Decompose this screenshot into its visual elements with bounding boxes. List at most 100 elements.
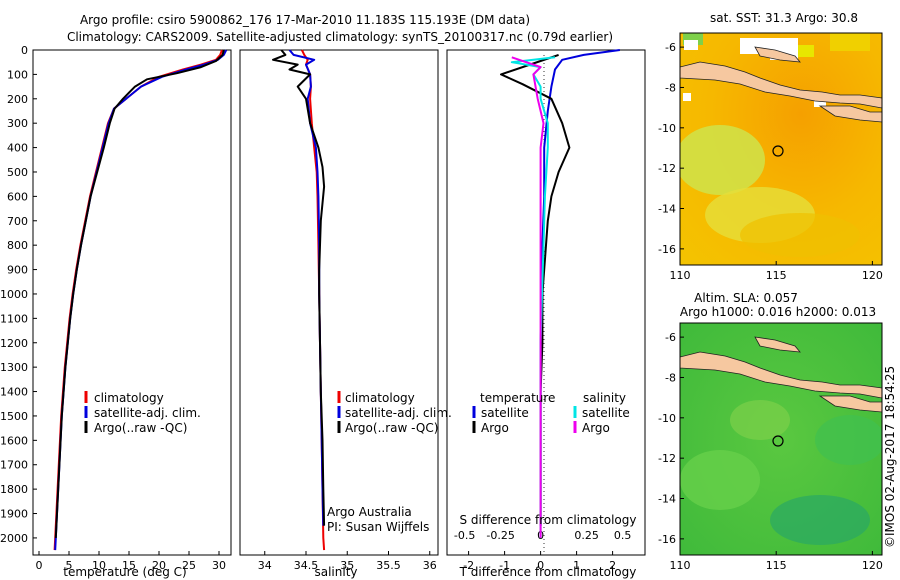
salinity-xlabel: salinity bbox=[314, 565, 357, 579]
sst-warm-patch bbox=[740, 213, 860, 257]
sla-argo-location-marker bbox=[772, 435, 784, 447]
depth-tick-label: 2000 bbox=[0, 532, 28, 545]
legend-temp-argo-label: Argo bbox=[481, 421, 509, 435]
temperature-panel-frame bbox=[32, 49, 232, 556]
sla-map-ticks: 110 115 120 -6 -8 -10 -12 -14 -16 bbox=[658, 331, 883, 572]
depth-tick-label: 1500 bbox=[0, 410, 28, 423]
x-tick-label: 2 bbox=[609, 559, 616, 572]
x-tick-label: 35.5 bbox=[376, 559, 401, 572]
sst-cloud-gap bbox=[830, 33, 870, 51]
s-diff-tick-label: -0.5 bbox=[454, 529, 475, 542]
sst-map-title: sat. SST: 31.3 Argo: 30.8 bbox=[710, 11, 858, 25]
salinity-legend: climatology satellite-adj. clim. Argo(..… bbox=[327, 391, 452, 534]
map-x-tick-label: 110 bbox=[670, 269, 691, 282]
series-line-argo-raw-qc- bbox=[54, 49, 225, 538]
sla-high-patch bbox=[680, 450, 760, 510]
series-line-temperature-satellite bbox=[539, 49, 620, 526]
sla-high-patch bbox=[730, 400, 790, 440]
x-tick-label: 20 bbox=[152, 559, 166, 572]
series-line-climatology bbox=[53, 49, 223, 551]
legend-temp-satellite-label: satellite bbox=[481, 406, 529, 420]
map-y-tick-label: -10 bbox=[658, 122, 676, 135]
series-line-satellite-adj-clim- bbox=[54, 49, 228, 551]
x-tick-label: 5 bbox=[66, 559, 73, 572]
x-tick-label: 35 bbox=[340, 559, 354, 572]
series-line-salinity-satellite bbox=[510, 56, 556, 538]
argo-australia-label: Argo Australia bbox=[327, 505, 412, 519]
map-x-tick-label: 120 bbox=[862, 269, 883, 282]
depth-tick-label: 1300 bbox=[0, 361, 28, 374]
temperature-xlabel: temperature (deg C) bbox=[63, 565, 186, 579]
sla-map-frame bbox=[679, 322, 883, 556]
depth-tick-label: 1200 bbox=[0, 337, 28, 350]
x-tick-label: 15 bbox=[122, 559, 136, 572]
x-tick-label: 36 bbox=[423, 559, 437, 572]
java-island bbox=[680, 61, 882, 109]
temperature-x-ticks: 0 5 10 15 20 25 30 bbox=[36, 551, 226, 572]
depth-tick-label: 300 bbox=[7, 117, 28, 130]
depth-tick-label: 0 bbox=[21, 44, 28, 57]
figure-title-line2: Climatology: CARS2009. Satellite-adjuste… bbox=[67, 30, 613, 44]
sst-map bbox=[680, 33, 882, 265]
temperature-series bbox=[53, 49, 228, 551]
depth-tick-label: 1900 bbox=[0, 508, 28, 521]
difference-legend: temperature satellite Argo salinity sate… bbox=[472, 391, 630, 435]
legend-satellite-label: satellite-adj. clim. bbox=[94, 406, 201, 420]
map-x-tick-label: 110 bbox=[670, 559, 691, 572]
depth-tick-label: 1800 bbox=[0, 483, 28, 496]
x-tick-label: 25 bbox=[182, 559, 196, 572]
salinity-panel-frame bbox=[239, 49, 439, 556]
depth-tick-label: 200 bbox=[7, 93, 28, 106]
depth-tick-label: 1600 bbox=[0, 434, 28, 447]
depth-tick-label: 100 bbox=[7, 68, 28, 81]
legend-sal-satellite-label: satellite bbox=[582, 406, 630, 420]
series-line-temperature-argo bbox=[500, 53, 571, 526]
sla-map-title-line2: Argo h1000: 0.016 h2000: 0.013 bbox=[680, 305, 876, 319]
map-y-tick-label: -14 bbox=[658, 203, 676, 216]
x-tick-label: 0 bbox=[36, 559, 43, 572]
sst-cloud-gap bbox=[798, 45, 814, 57]
temperature-legend: climatology satellite-adj. clim. Argo(..… bbox=[84, 391, 201, 435]
x-tick-label: 10 bbox=[92, 559, 106, 572]
legend-argo-label: Argo(..raw -QC) bbox=[94, 421, 187, 435]
salinity-x-ticks: 34 34.5 35 35.5 36 bbox=[258, 551, 437, 572]
difference-panel-frame bbox=[446, 49, 646, 556]
x-tick-label: -1 bbox=[499, 559, 510, 572]
sst-cloud-gap bbox=[684, 40, 698, 50]
depth-tick-label: 500 bbox=[7, 166, 28, 179]
salinity-series bbox=[272, 49, 326, 551]
depth-tick-label: 700 bbox=[7, 215, 28, 228]
x-tick-label: 34.5 bbox=[294, 559, 319, 572]
difference-xlabel-top: S difference from climatology bbox=[460, 513, 637, 527]
map-y-tick-label: -10 bbox=[658, 412, 676, 425]
legend-salinity-heading: salinity bbox=[583, 391, 626, 405]
map-y-tick-label: -12 bbox=[658, 452, 676, 465]
series-line-climatology bbox=[301, 49, 326, 551]
series-line-salinity-argo bbox=[511, 56, 545, 538]
map-x-tick-label: 115 bbox=[766, 269, 787, 282]
sst-argo-location-marker bbox=[772, 145, 784, 157]
madura-island bbox=[754, 46, 801, 63]
sst-map-frame bbox=[679, 32, 883, 266]
map-y-tick-label: -16 bbox=[658, 533, 676, 546]
sst-cloud-gap bbox=[683, 93, 691, 101]
legend-sal-argo-label: Argo bbox=[582, 421, 610, 435]
imos-credit: ©IMOS 02-Aug-2017 18:54:25 bbox=[883, 366, 897, 548]
x-tick-label: 0 bbox=[537, 559, 544, 572]
sst-map-ticks: 110 115 120 -6 -8 -10 -12 -14 -16 bbox=[658, 41, 883, 282]
difference-series bbox=[500, 49, 620, 538]
depth-tick-label: 400 bbox=[7, 142, 28, 155]
map-x-tick-label: 120 bbox=[862, 559, 883, 572]
s-diff-tick-label: -0.25 bbox=[486, 529, 514, 542]
java-island bbox=[680, 351, 882, 399]
depth-tick-label: 600 bbox=[7, 190, 28, 203]
legend-satellite-label: satellite-adj. clim. bbox=[345, 406, 452, 420]
map-y-tick-label: -16 bbox=[658, 243, 676, 256]
s-diff-tick-label: 0.5 bbox=[614, 529, 632, 542]
depth-tick-label: 900 bbox=[7, 264, 28, 277]
difference-xlabel: T difference from climatology bbox=[459, 565, 637, 579]
map-y-tick-label: -8 bbox=[665, 81, 676, 94]
pi-name-label: PI: Susan Wijffels bbox=[327, 520, 429, 534]
depth-tick-label: 1700 bbox=[0, 459, 28, 472]
s-diff-tick-label: 0.25 bbox=[574, 529, 599, 542]
